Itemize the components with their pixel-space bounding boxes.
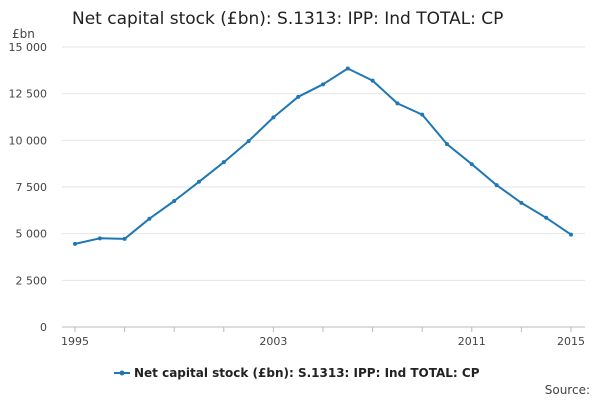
data-point[interactable] [370,78,375,83]
data-point[interactable] [147,216,152,221]
y-tick-label: 5 000 [16,228,48,241]
data-point[interactable] [420,112,425,117]
data-point[interactable] [494,183,499,188]
gridlines [62,46,585,281]
legend[interactable]: Net capital stock (£bn): S.1313: IPP: In… [114,366,480,380]
y-tick-label: 12 500 [9,88,48,101]
y-tick-label: 15 000 [9,41,48,54]
y-axis-tick-labels: 0 2 500 5 000 7 500 10 000 12 500 15 000 [9,41,48,334]
y-axis-unit-label: £bn [12,27,35,41]
data-point[interactable] [321,82,325,87]
data-point[interactable] [271,115,276,120]
data-point[interactable] [544,215,549,220]
y-tick-label: 7 500 [16,181,48,194]
x-tick-label: 2011 [458,335,486,348]
data-point[interactable] [73,241,77,246]
data-point[interactable] [569,232,573,237]
data-point[interactable] [445,142,449,147]
chart-title: Net capital stock (£bn): S.1313: IPP: In… [72,9,503,29]
data-point[interactable] [395,101,400,106]
data-point[interactable] [246,139,251,144]
source-label: Source: [545,383,590,397]
x-tick-label: 2003 [259,335,287,348]
data-point[interactable] [296,94,301,99]
data-point[interactable] [122,236,127,241]
y-tick-label: 10 000 [9,134,48,147]
y-tick-label: 0 [40,321,47,334]
data-point[interactable] [221,160,226,165]
series-layer [73,66,573,246]
data-point[interactable] [519,200,524,205]
legend-series-label: Net capital stock (£bn): S.1313: IPP: In… [134,366,480,380]
x-tick-label: 2015 [557,335,585,348]
data-point[interactable] [97,236,102,241]
data-point[interactable] [197,179,201,184]
data-point[interactable] [345,66,350,71]
y-tick-label: 2 500 [16,274,48,287]
data-point[interactable] [172,199,177,203]
legend-point-marker [119,370,125,376]
data-point[interactable] [469,162,474,167]
x-tick-label: 1995 [61,335,89,348]
x-axis-ticks: 1995 2003 2011 2015 [61,327,585,348]
